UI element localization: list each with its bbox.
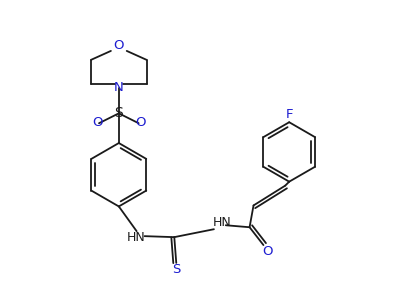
Text: O: O xyxy=(92,116,102,129)
Text: S: S xyxy=(115,106,123,120)
Text: S: S xyxy=(172,263,180,276)
Text: N: N xyxy=(114,81,124,94)
Text: O: O xyxy=(135,116,146,129)
Text: O: O xyxy=(262,245,273,258)
Text: HN: HN xyxy=(126,230,145,244)
Text: O: O xyxy=(114,39,124,52)
Text: HN: HN xyxy=(212,216,231,229)
Text: F: F xyxy=(285,108,293,121)
